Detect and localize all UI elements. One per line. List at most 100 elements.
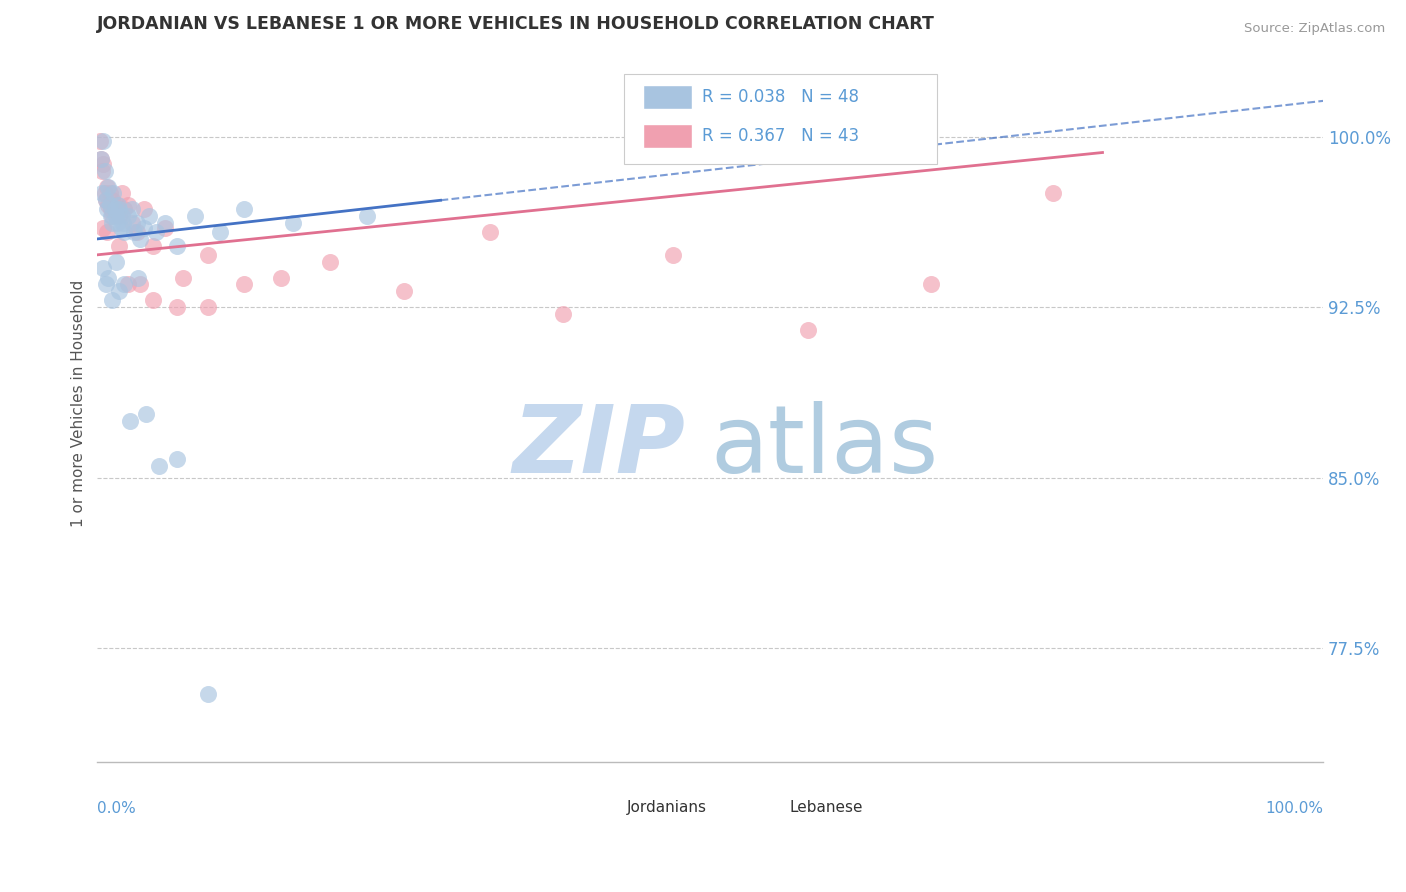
Point bbox=[108, 284, 131, 298]
Point bbox=[100, 202, 122, 217]
Point bbox=[141, 238, 163, 252]
Point bbox=[96, 202, 118, 217]
Point bbox=[125, 216, 148, 230]
Point bbox=[233, 277, 256, 292]
Point bbox=[129, 232, 152, 246]
Point bbox=[107, 198, 129, 212]
Point bbox=[90, 153, 112, 167]
Point bbox=[153, 220, 176, 235]
Point bbox=[101, 293, 124, 308]
Point bbox=[662, 248, 685, 262]
Point bbox=[112, 277, 135, 292]
Point bbox=[90, 153, 112, 167]
Point bbox=[97, 198, 120, 212]
Point bbox=[101, 209, 124, 223]
Point bbox=[166, 452, 188, 467]
Point bbox=[103, 202, 125, 217]
Point bbox=[132, 220, 155, 235]
Text: Source: ZipAtlas.com: Source: ZipAtlas.com bbox=[1244, 22, 1385, 36]
Point bbox=[356, 209, 378, 223]
Point bbox=[98, 186, 121, 201]
Point bbox=[117, 198, 139, 212]
Point bbox=[103, 202, 125, 217]
Point bbox=[208, 225, 231, 239]
Point bbox=[138, 209, 160, 223]
Point bbox=[120, 414, 142, 428]
Point bbox=[553, 307, 575, 321]
Text: Lebanese: Lebanese bbox=[790, 800, 863, 815]
Point bbox=[129, 277, 152, 292]
Point bbox=[105, 216, 128, 230]
Point bbox=[166, 238, 188, 252]
Point bbox=[132, 202, 155, 217]
Text: 100.0%: 100.0% bbox=[1265, 801, 1323, 816]
Point bbox=[94, 194, 117, 208]
Point bbox=[121, 216, 143, 230]
Point bbox=[166, 300, 188, 314]
Point bbox=[94, 194, 117, 208]
Point bbox=[172, 270, 194, 285]
Point bbox=[112, 225, 135, 239]
Point bbox=[96, 225, 118, 239]
Point bbox=[91, 186, 114, 201]
Point bbox=[104, 209, 127, 223]
Point bbox=[478, 225, 501, 239]
Bar bbox=[745, 800, 783, 815]
Point bbox=[117, 209, 139, 223]
Point bbox=[283, 216, 305, 230]
Point bbox=[89, 134, 111, 148]
Point bbox=[797, 323, 820, 337]
Point bbox=[197, 300, 219, 314]
Point bbox=[93, 157, 115, 171]
Point bbox=[148, 459, 170, 474]
Point bbox=[108, 209, 131, 223]
Text: 0.0%: 0.0% bbox=[97, 801, 136, 816]
Bar bbox=[582, 800, 621, 815]
Point bbox=[108, 238, 131, 252]
Point bbox=[135, 407, 157, 421]
Bar bbox=[643, 124, 692, 148]
Point bbox=[141, 293, 163, 308]
Point bbox=[93, 261, 115, 276]
Text: Jordanians: Jordanians bbox=[627, 800, 707, 815]
Point bbox=[197, 248, 219, 262]
Point bbox=[122, 225, 145, 239]
Point bbox=[920, 277, 942, 292]
Point bbox=[153, 216, 176, 230]
Point bbox=[319, 254, 342, 268]
Bar bbox=[643, 85, 692, 110]
Text: R = 0.038   N = 48: R = 0.038 N = 48 bbox=[702, 88, 859, 106]
FancyBboxPatch shape bbox=[624, 74, 936, 164]
Point bbox=[93, 220, 115, 235]
Point bbox=[270, 270, 292, 285]
Point bbox=[93, 186, 115, 201]
Point bbox=[105, 198, 128, 212]
Point bbox=[145, 225, 167, 239]
Point bbox=[101, 216, 124, 230]
Point bbox=[112, 216, 135, 230]
Point bbox=[108, 202, 131, 217]
Text: R = 0.367   N = 43: R = 0.367 N = 43 bbox=[702, 127, 859, 145]
Point bbox=[96, 179, 118, 194]
Point bbox=[101, 194, 124, 208]
Point bbox=[392, 284, 415, 298]
Point bbox=[111, 186, 134, 201]
Point bbox=[121, 202, 143, 217]
Point bbox=[100, 209, 122, 223]
Point bbox=[197, 687, 219, 701]
Point bbox=[125, 225, 148, 239]
Point bbox=[112, 202, 135, 217]
Point bbox=[111, 209, 134, 223]
Point bbox=[1042, 186, 1064, 201]
Text: JORDANIAN VS LEBANESE 1 OR MORE VEHICLES IN HOUSEHOLD CORRELATION CHART: JORDANIAN VS LEBANESE 1 OR MORE VEHICLES… bbox=[97, 15, 935, 33]
Point bbox=[110, 220, 132, 235]
Point bbox=[98, 198, 121, 212]
Point bbox=[93, 163, 115, 178]
Point bbox=[97, 179, 120, 194]
Point bbox=[233, 202, 256, 217]
Text: ZIP: ZIP bbox=[513, 401, 686, 492]
Y-axis label: 1 or more Vehicles in Household: 1 or more Vehicles in Household bbox=[72, 280, 86, 527]
Point bbox=[184, 209, 207, 223]
Point bbox=[104, 254, 127, 268]
Point bbox=[93, 134, 115, 148]
